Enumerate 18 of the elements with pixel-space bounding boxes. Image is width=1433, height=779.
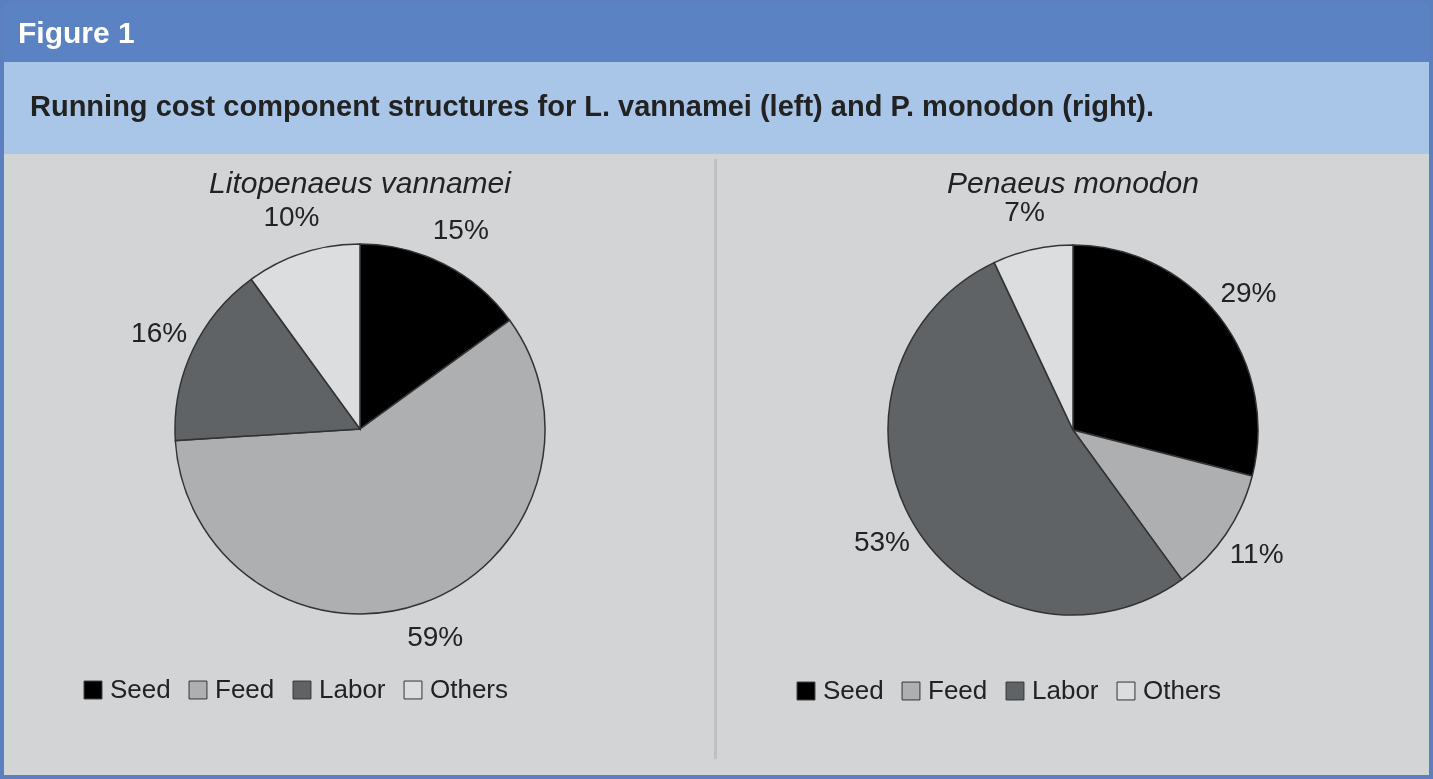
legend-label: Labor [319, 674, 387, 704]
legend-label: Labor [1031, 675, 1099, 705]
chart-title: Litopenaeus vannamei [209, 166, 513, 199]
legend-label: Others [1142, 675, 1221, 705]
legend-label: Others [430, 674, 509, 704]
data-label: 59% [407, 620, 464, 652]
legend-label: Feed [927, 675, 988, 705]
data-label: 11% [1229, 537, 1284, 569]
data-label: 10% [263, 200, 320, 232]
legend-label: Seed [822, 675, 884, 705]
data-label: 16% [131, 317, 188, 349]
data-label: 29% [1220, 276, 1277, 308]
caption: Figure 1 [4, 4, 1429, 62]
data-label: 53% [853, 526, 910, 558]
text: Running cost component structures for L. vannamei (left) and P. monodon (right). [4, 62, 1429, 154]
legend-label: Seed [110, 674, 171, 704]
legend-label: Feed [215, 674, 275, 704]
data-label: 15% [433, 214, 490, 246]
